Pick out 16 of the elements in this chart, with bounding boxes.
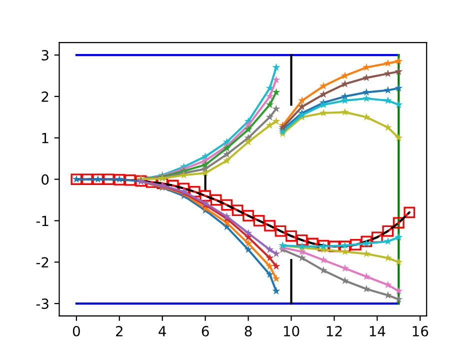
y-tick-label: -1 (36, 216, 48, 226)
y-tick-label: 3 (42, 50, 48, 60)
x-tick-label: 16 (412, 326, 428, 336)
x-tick-label: 0 (72, 326, 80, 336)
x-tick-label: 4 (158, 326, 166, 336)
x-tick-label: 6 (202, 326, 209, 336)
x-tick-label: 12 (326, 326, 342, 336)
y-tick-label: 1 (42, 133, 48, 144)
x-tick-label: 10 (284, 326, 300, 336)
y-tick-label: 0 (42, 174, 49, 185)
x-tick-label: 8 (244, 326, 252, 336)
y-tick-label: -2 (36, 257, 48, 268)
x-tick-label: 2 (116, 326, 122, 336)
x-tick-label: 14 (370, 326, 386, 336)
y-tick-label: 2 (42, 91, 48, 102)
y-tick-label: -3 (36, 298, 48, 309)
